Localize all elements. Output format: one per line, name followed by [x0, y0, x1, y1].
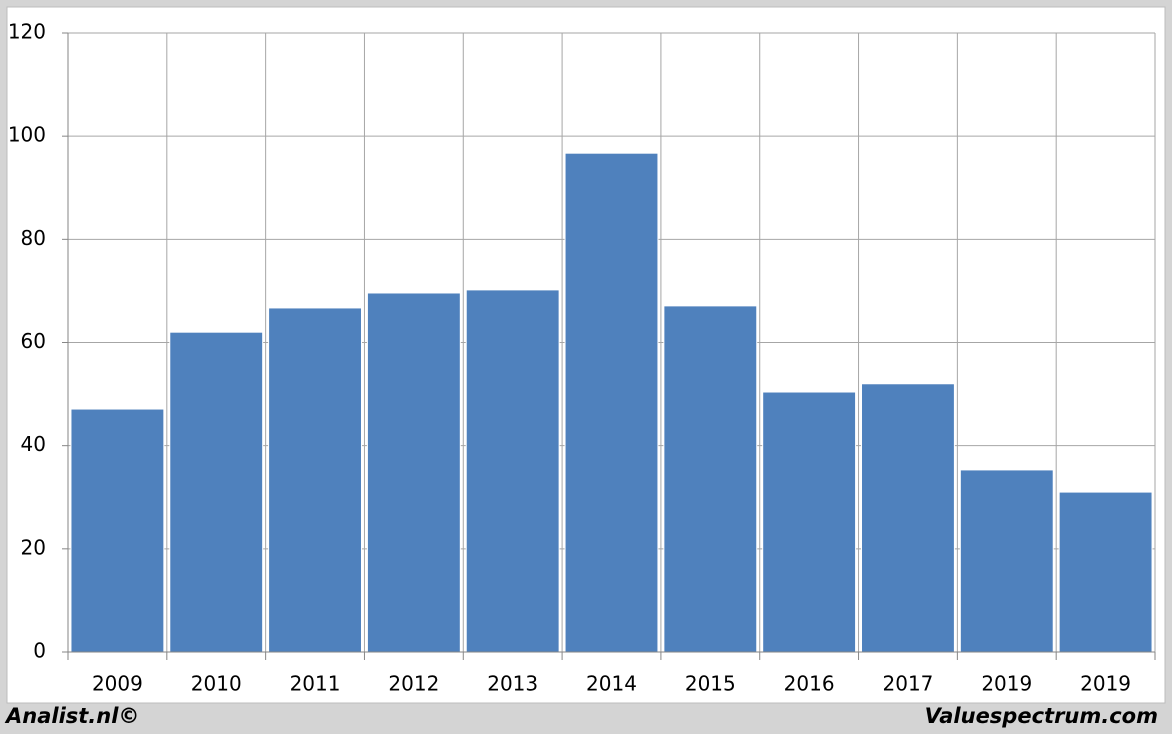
y-tick-label: 20 — [21, 535, 46, 559]
x-tick-label: 2017 — [883, 672, 934, 696]
bar — [861, 383, 955, 653]
x-tick-label: 2019 — [1080, 672, 1131, 696]
x-tick-label: 2011 — [290, 672, 341, 696]
x-tick-label: 2016 — [784, 672, 835, 696]
x-tick-label: 2014 — [586, 672, 637, 696]
y-tick-label: 0 — [33, 639, 46, 663]
y-tick-label: 60 — [21, 329, 46, 353]
y-tick-label: 80 — [21, 226, 46, 250]
y-tick-label: 40 — [21, 432, 46, 456]
bar — [465, 289, 560, 653]
footer-right: Valuespectrum.com — [925, 704, 1158, 728]
bar — [663, 305, 758, 653]
bar — [959, 469, 1054, 653]
bar — [70, 408, 165, 653]
x-tick-label: 2012 — [388, 672, 439, 696]
bar — [268, 307, 362, 653]
x-tick-label: 2015 — [685, 672, 736, 696]
bar — [1058, 491, 1153, 653]
x-tick-label: 2013 — [487, 672, 538, 696]
bar — [366, 292, 461, 653]
x-tick-label: 2009 — [92, 672, 143, 696]
bar — [564, 152, 659, 653]
x-tick-label: 2010 — [191, 672, 242, 696]
x-tick-label: 2019 — [981, 672, 1032, 696]
y-tick-label: 100 — [8, 123, 46, 147]
footer-left: Analist.nl© — [4, 704, 139, 728]
y-tick-label: 120 — [8, 20, 46, 44]
bar — [762, 391, 857, 653]
bar — [169, 331, 264, 653]
